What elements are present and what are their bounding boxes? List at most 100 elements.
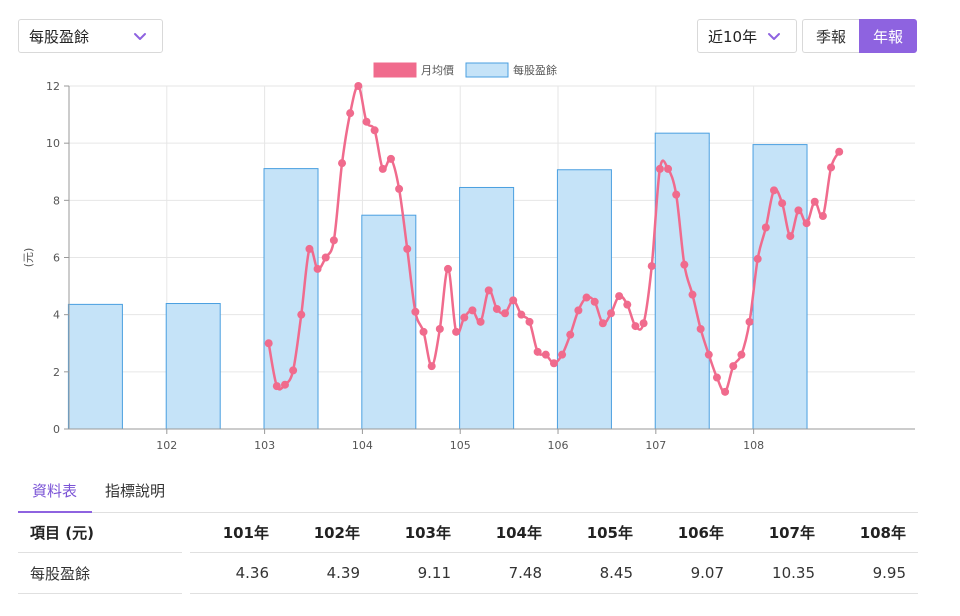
price-point [598,319,607,328]
price-point [631,322,640,331]
price-point [704,350,713,359]
price-point [321,253,330,262]
price-point [289,366,298,375]
price-point [533,347,542,356]
metric-select[interactable]: 每股盈餘 [18,19,163,53]
price-point [647,262,656,271]
price-point [558,350,567,359]
y-tick-label: 12 [46,80,60,93]
price-point [623,300,632,309]
tab-indicator-description[interactable]: 指標說明 [105,482,166,500]
price-point [403,244,412,253]
price-point [419,327,428,336]
price-point [737,350,746,359]
price-point [794,206,803,215]
tab-data-table[interactable]: 資料表 [32,482,78,500]
eps-bar [67,303,123,430]
price-point [297,310,306,319]
range-select-value: 近10年 [708,27,758,46]
year-header: 103年 [372,512,463,553]
price-point [346,109,355,118]
price-point [492,304,501,313]
price-point [786,232,795,241]
eps-table: 項目 (元) 101年 102年 103年 104年 105年 106年 107… [18,512,918,594]
price-point [802,219,811,228]
y-tick-label: 4 [53,309,60,322]
period-toggle: 季報 年報 [802,19,917,53]
eps-bar [752,144,808,430]
price-point [688,290,697,299]
y-tick-label: 0 [53,423,60,436]
quarterly-button[interactable]: 季報 [802,19,859,53]
eps-value: 4.36 [190,552,281,594]
eps-bar [654,132,710,430]
row-label: 每股盈餘 [18,552,182,594]
eps-value: 9.11 [372,552,463,594]
price-point [606,309,615,318]
eps-value: 4.39 [281,552,372,594]
price-point [729,362,738,371]
table-header-label: 項目 (元) [18,512,182,553]
eps-bar [263,168,319,430]
price-point [761,223,770,232]
eps-chart: 0 2 4 6 8 10 12 102 103 104 105 106 107 108 (元) 月均價 每股盈… [22,62,915,452]
y-axis-title: (元) [22,248,35,268]
price-point [305,244,314,253]
price-point [835,147,844,156]
x-tick-label: 106 [548,439,569,452]
legend-swatch-price [373,62,417,78]
price-point [721,387,730,396]
price-point [338,159,347,168]
y-tick-label: 6 [53,252,60,265]
price-point [770,186,778,195]
range-select[interactable]: 近10年 [697,19,797,53]
price-point [664,164,673,173]
x-tick-label: 103 [254,439,275,452]
price-point [566,330,575,339]
year-header: 108年 [827,512,918,553]
legend-label-eps: 每股盈餘 [513,63,557,77]
x-tick-label: 105 [450,439,471,452]
x-tick-label: 108 [743,439,764,452]
price-point [655,164,664,173]
price-point [427,362,436,371]
price-point [680,260,689,269]
y-tick-label: 2 [53,366,60,379]
eps-bar [165,303,221,430]
price-point [272,382,281,391]
eps-value: 8.45 [554,552,645,594]
price-point [549,359,558,368]
price-point [827,163,836,172]
price-point [778,199,787,208]
price-point [452,327,461,336]
table-gap [182,512,190,553]
price-point [509,296,518,305]
legend-swatch-eps [465,62,509,78]
price-point [615,292,624,301]
price-point [745,317,754,326]
price-point [386,154,395,163]
year-header: 106年 [645,512,736,553]
price-point [590,297,599,306]
x-tick-label: 104 [352,439,373,452]
year-header: 105年 [554,512,645,553]
price-point [712,373,721,382]
price-point [541,350,550,359]
price-point [468,306,477,315]
price-point [313,264,322,273]
table-gap [182,553,190,594]
y-tick-label: 10 [46,137,60,150]
x-tick-label: 102 [156,439,177,452]
price-point [525,317,534,326]
price-point [443,264,452,273]
price-point [517,310,526,319]
table-row: 每股盈餘 4.36 4.39 9.11 7.48 8.45 9.07 10.35… [18,552,918,594]
price-point [639,319,648,328]
bottom-tabs: 資料表 指標說明 [18,472,918,513]
annual-button[interactable]: 年報 [859,19,917,53]
eps-value: 9.95 [827,552,918,594]
price-point [818,212,827,221]
chevron-down-icon [768,33,780,40]
year-header: 107年 [736,512,827,553]
eps-value: 7.48 [463,552,554,594]
